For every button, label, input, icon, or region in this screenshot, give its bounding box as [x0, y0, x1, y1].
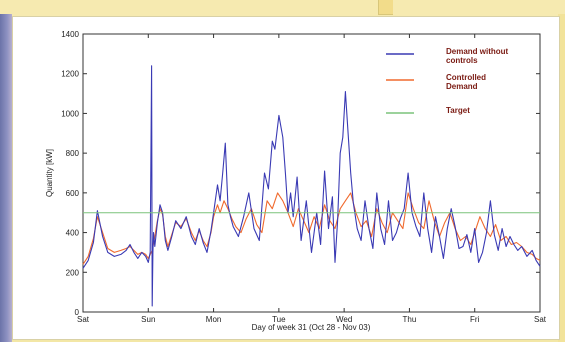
series-demand-without-controls — [82, 65, 541, 307]
plot-area — [82, 33, 541, 313]
x-tick-label: Sat — [534, 315, 547, 324]
x-tick-label: Tue — [272, 315, 286, 324]
legend-label: Demand — [446, 82, 478, 91]
legend-label: controls — [446, 56, 478, 65]
slide-top-band — [0, 0, 565, 18]
legend-label: Demand without — [446, 47, 509, 56]
y-axis-ticks: 0 200 400 600 800 1000 1200 1400 — [61, 30, 540, 317]
y-tick-label: 400 — [66, 229, 80, 238]
y-tick-label: 600 — [66, 189, 80, 198]
slide-left-bar — [0, 14, 12, 342]
slide-right-strip — [558, 14, 565, 342]
x-tick-label: Sat — [77, 315, 90, 324]
series-lines — [82, 65, 541, 307]
y-tick-label: 1200 — [61, 70, 79, 79]
x-tick-label: Sun — [141, 315, 155, 324]
y-tick-label: 1400 — [61, 30, 79, 39]
x-axis-ticks: Sat Sun Mon Tue Wed Thu Fri Sat — [77, 34, 547, 324]
x-tick-label: Wed — [336, 315, 352, 324]
x-axis-label: Day of week 31 (Oct 28 - Nov 03) — [252, 323, 371, 332]
y-tick-label: 0 — [75, 308, 80, 317]
y-tick-label: 1000 — [61, 109, 79, 118]
legend-label: Controlled — [446, 73, 486, 82]
x-tick-label: Mon — [206, 315, 222, 324]
y-tick-label: 800 — [66, 149, 80, 158]
slide-tab-notch — [378, 0, 393, 15]
x-tick-label: Thu — [403, 315, 417, 324]
y-tick-label: 200 — [66, 268, 80, 277]
series-controlled-demand — [82, 192, 541, 265]
x-tick-label: Fri — [470, 315, 480, 324]
y-axis-label: Quantity [kW] — [45, 149, 54, 197]
legend-label: Target — [446, 106, 470, 115]
